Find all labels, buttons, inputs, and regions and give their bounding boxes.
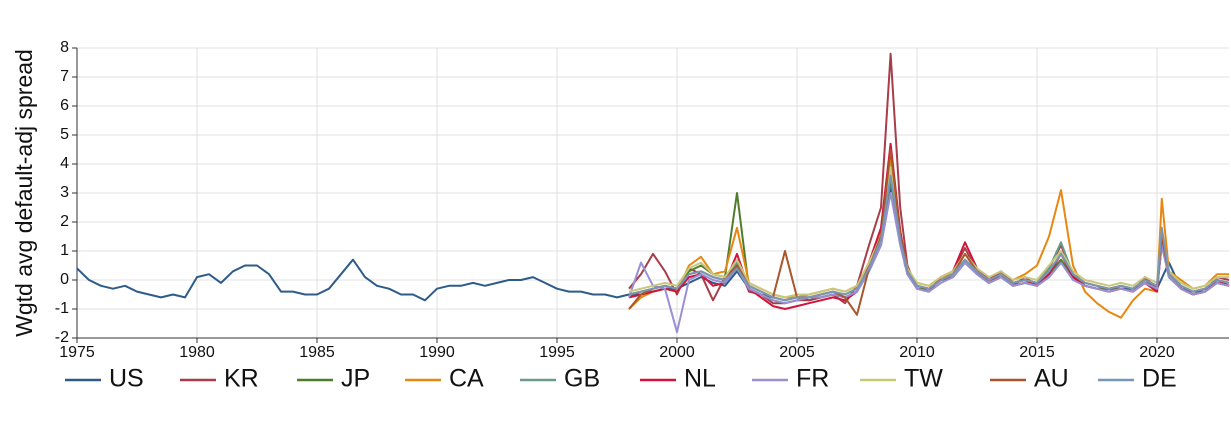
x-tick-label: 1990: [419, 344, 455, 361]
legend-label: TW: [904, 365, 943, 393]
series-line: [628, 165, 1229, 299]
y-tick-label: 4: [60, 155, 69, 172]
legend-label: JP: [341, 365, 370, 393]
x-tick-label: 2015: [1019, 344, 1055, 361]
x-tick-label: 1975: [59, 344, 95, 361]
y-tick-label: 1: [60, 242, 69, 259]
y-tick-label: -1: [55, 300, 69, 317]
series-line: [628, 157, 1229, 319]
y-tick-label: 5: [60, 126, 69, 143]
x-tick-label: 2020: [1139, 344, 1175, 361]
x-tick-label: 1995: [539, 344, 575, 361]
y-tick-label: -2: [55, 329, 69, 346]
series-line: [628, 174, 1230, 302]
y-axis-label: Wgtd avg default-adj spread: [11, 49, 37, 337]
series-line: [628, 52, 1230, 305]
legend-label: KR: [224, 365, 259, 393]
legend-label: DE: [1142, 365, 1177, 393]
legend-label: GB: [564, 365, 600, 393]
x-tick-label: 2000: [659, 344, 695, 361]
legend-label: CA: [449, 365, 484, 393]
x-tick-label: 2005: [779, 344, 815, 361]
series-line: [628, 192, 1230, 334]
y-tick-label: 2: [60, 213, 69, 230]
y-tick-label: 6: [60, 97, 69, 114]
y-tick-label: 7: [60, 68, 69, 85]
y-tick-label: 8: [60, 39, 69, 56]
legend-label: AU: [1034, 365, 1069, 393]
x-tick-label: 1980: [179, 344, 215, 361]
x-tick-label: 2010: [899, 344, 935, 361]
y-tick-label: 3: [60, 184, 69, 201]
legend-label: NL: [684, 365, 716, 393]
legend-label: US: [109, 365, 144, 393]
x-tick-label: 1985: [299, 344, 335, 361]
series-line: [76, 177, 1230, 302]
y-tick-label: 0: [60, 271, 69, 288]
legend-label: FR: [796, 365, 829, 393]
